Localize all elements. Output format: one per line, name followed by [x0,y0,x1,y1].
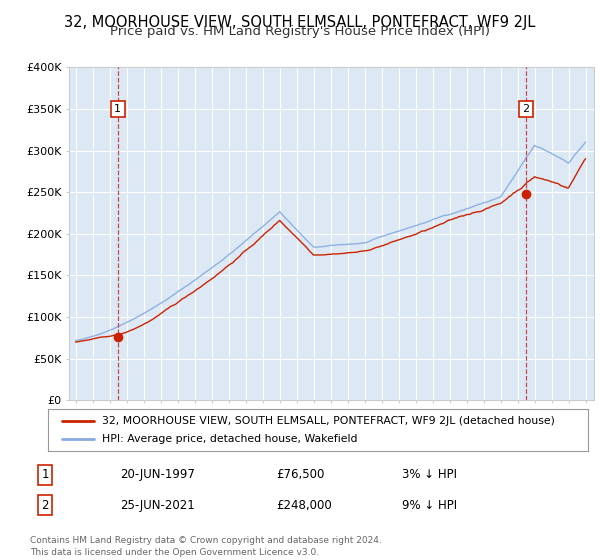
Text: 3% ↓ HPI: 3% ↓ HPI [402,468,457,482]
Text: 1: 1 [41,468,49,482]
Text: £76,500: £76,500 [276,468,325,482]
Text: 25-JUN-2021: 25-JUN-2021 [120,498,195,512]
Text: Price paid vs. HM Land Registry's House Price Index (HPI): Price paid vs. HM Land Registry's House … [110,25,490,38]
Text: 20-JUN-1997: 20-JUN-1997 [120,468,195,482]
Text: £248,000: £248,000 [276,498,332,512]
Text: 1: 1 [114,104,121,114]
Text: 32, MOORHOUSE VIEW, SOUTH ELMSALL, PONTEFRACT, WF9 2JL: 32, MOORHOUSE VIEW, SOUTH ELMSALL, PONTE… [64,15,536,30]
Text: 32, MOORHOUSE VIEW, SOUTH ELMSALL, PONTEFRACT, WF9 2JL (detached house): 32, MOORHOUSE VIEW, SOUTH ELMSALL, PONTE… [102,416,555,426]
Text: Contains HM Land Registry data © Crown copyright and database right 2024.
This d: Contains HM Land Registry data © Crown c… [30,536,382,557]
Text: 2: 2 [522,104,529,114]
Text: HPI: Average price, detached house, Wakefield: HPI: Average price, detached house, Wake… [102,435,358,445]
Text: 2: 2 [41,498,49,512]
Text: 9% ↓ HPI: 9% ↓ HPI [402,498,457,512]
